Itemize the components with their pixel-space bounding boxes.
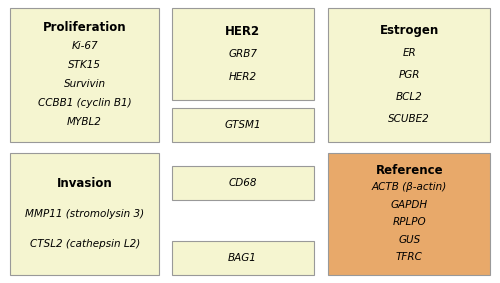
Text: ACTB (β-actin): ACTB (β-actin) [372, 183, 447, 192]
FancyBboxPatch shape [172, 166, 314, 200]
Text: Ki-67: Ki-67 [72, 41, 98, 52]
FancyBboxPatch shape [172, 108, 314, 142]
Text: CCBB1 (cyclin B1): CCBB1 (cyclin B1) [38, 98, 132, 108]
Text: HER2: HER2 [225, 25, 260, 38]
Text: ER: ER [402, 48, 416, 58]
Text: STK15: STK15 [68, 61, 101, 70]
Text: GTSM1: GTSM1 [224, 120, 261, 130]
Text: BCL2: BCL2 [396, 92, 422, 102]
Text: GRB7: GRB7 [228, 49, 257, 59]
Text: SCUBE2: SCUBE2 [388, 114, 430, 124]
Text: CTSL2 (cathepsin L2): CTSL2 (cathepsin L2) [30, 239, 140, 249]
Text: MYBL2: MYBL2 [67, 117, 102, 127]
Text: Proliferation: Proliferation [43, 21, 126, 34]
Text: HER2: HER2 [228, 72, 256, 82]
Text: Invasion: Invasion [57, 177, 112, 190]
Text: PGR: PGR [398, 70, 420, 80]
Text: Reference: Reference [376, 164, 443, 177]
Text: GAPDH: GAPDH [390, 200, 428, 210]
FancyBboxPatch shape [10, 8, 160, 142]
Text: RPLPO: RPLPO [392, 217, 426, 227]
Text: CD68: CD68 [228, 178, 257, 188]
FancyBboxPatch shape [172, 241, 314, 275]
FancyBboxPatch shape [328, 8, 490, 142]
FancyBboxPatch shape [172, 8, 314, 100]
FancyBboxPatch shape [10, 153, 160, 275]
Text: MMP11 (stromolysin 3): MMP11 (stromolysin 3) [25, 209, 144, 218]
Text: Survivin: Survivin [64, 80, 106, 89]
Text: Estrogen: Estrogen [380, 24, 439, 37]
Text: BAG1: BAG1 [228, 253, 257, 263]
Text: TFRC: TFRC [396, 252, 422, 262]
FancyBboxPatch shape [328, 153, 490, 275]
Text: GUS: GUS [398, 235, 420, 245]
